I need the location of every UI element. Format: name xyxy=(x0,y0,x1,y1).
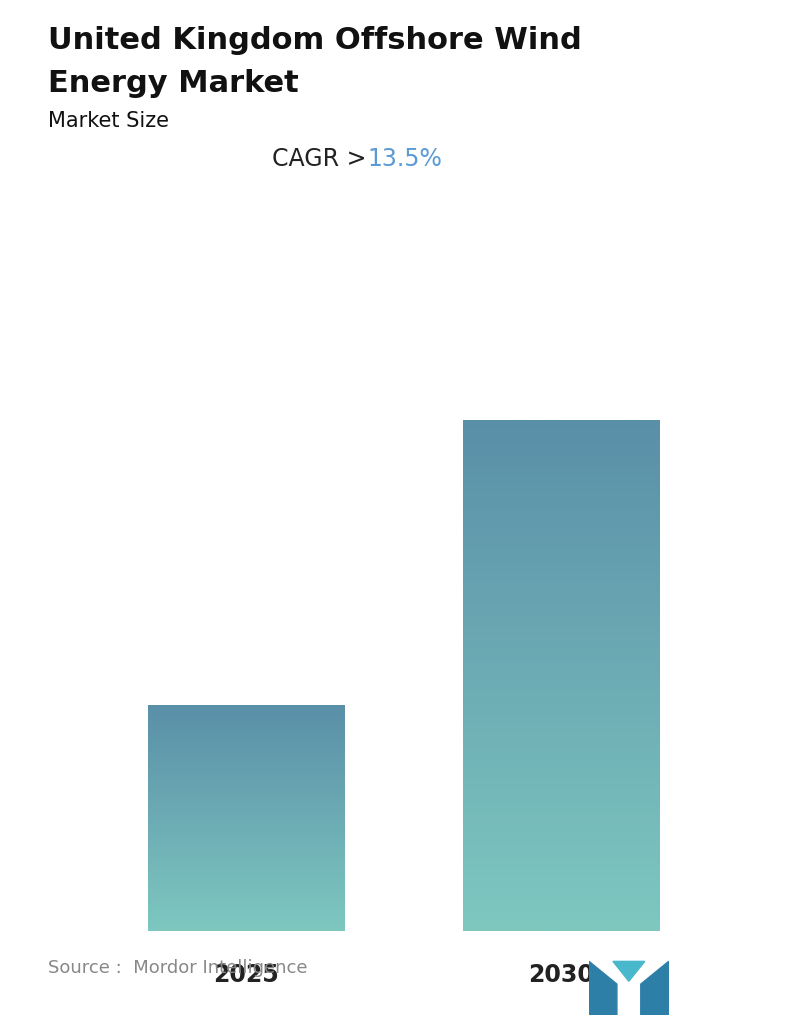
Polygon shape xyxy=(641,962,669,1015)
Text: United Kingdom Offshore Wind: United Kingdom Offshore Wind xyxy=(48,26,582,55)
Text: 2030: 2030 xyxy=(528,963,594,986)
Text: Energy Market: Energy Market xyxy=(48,69,298,98)
Text: CAGR >: CAGR > xyxy=(271,147,366,171)
Text: Source :  Mordor Intelligence: Source : Mordor Intelligence xyxy=(48,960,307,977)
Text: 13.5%: 13.5% xyxy=(368,147,443,171)
Polygon shape xyxy=(589,962,617,1015)
Polygon shape xyxy=(613,962,645,981)
Text: Market Size: Market Size xyxy=(48,111,169,130)
Text: 2025: 2025 xyxy=(213,963,279,986)
